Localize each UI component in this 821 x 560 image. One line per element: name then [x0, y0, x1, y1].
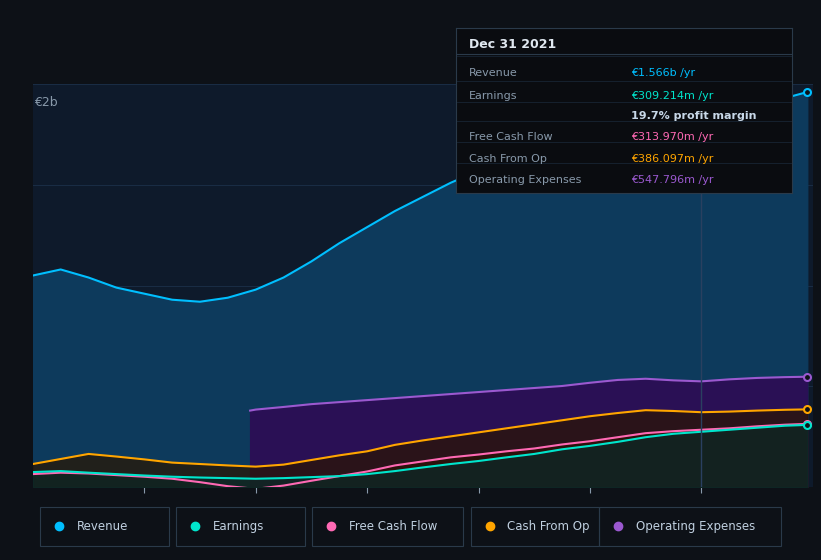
Text: €309.214m /yr: €309.214m /yr — [631, 91, 713, 101]
Text: €2b: €2b — [34, 96, 58, 109]
Text: Free Cash Flow: Free Cash Flow — [469, 132, 553, 142]
Text: Earnings: Earnings — [213, 520, 264, 533]
Text: Dec 31 2021: Dec 31 2021 — [469, 38, 557, 51]
Text: €386.097m /yr: €386.097m /yr — [631, 153, 713, 164]
Text: Revenue: Revenue — [76, 520, 128, 533]
Text: €547.796m /yr: €547.796m /yr — [631, 175, 713, 185]
Text: €313.970m /yr: €313.970m /yr — [631, 132, 713, 142]
Text: Free Cash Flow: Free Cash Flow — [349, 520, 437, 533]
Text: €0: €0 — [34, 470, 50, 483]
Text: Operating Expenses: Operating Expenses — [469, 175, 581, 185]
Text: Earnings: Earnings — [469, 91, 517, 101]
Text: Operating Expenses: Operating Expenses — [635, 520, 754, 533]
Text: Cash From Op: Cash From Op — [469, 153, 547, 164]
Text: Cash From Op: Cash From Op — [507, 520, 589, 533]
Text: 19.7% profit margin: 19.7% profit margin — [631, 111, 756, 120]
Text: Revenue: Revenue — [469, 68, 518, 78]
Text: €1.566b /yr: €1.566b /yr — [631, 68, 695, 78]
